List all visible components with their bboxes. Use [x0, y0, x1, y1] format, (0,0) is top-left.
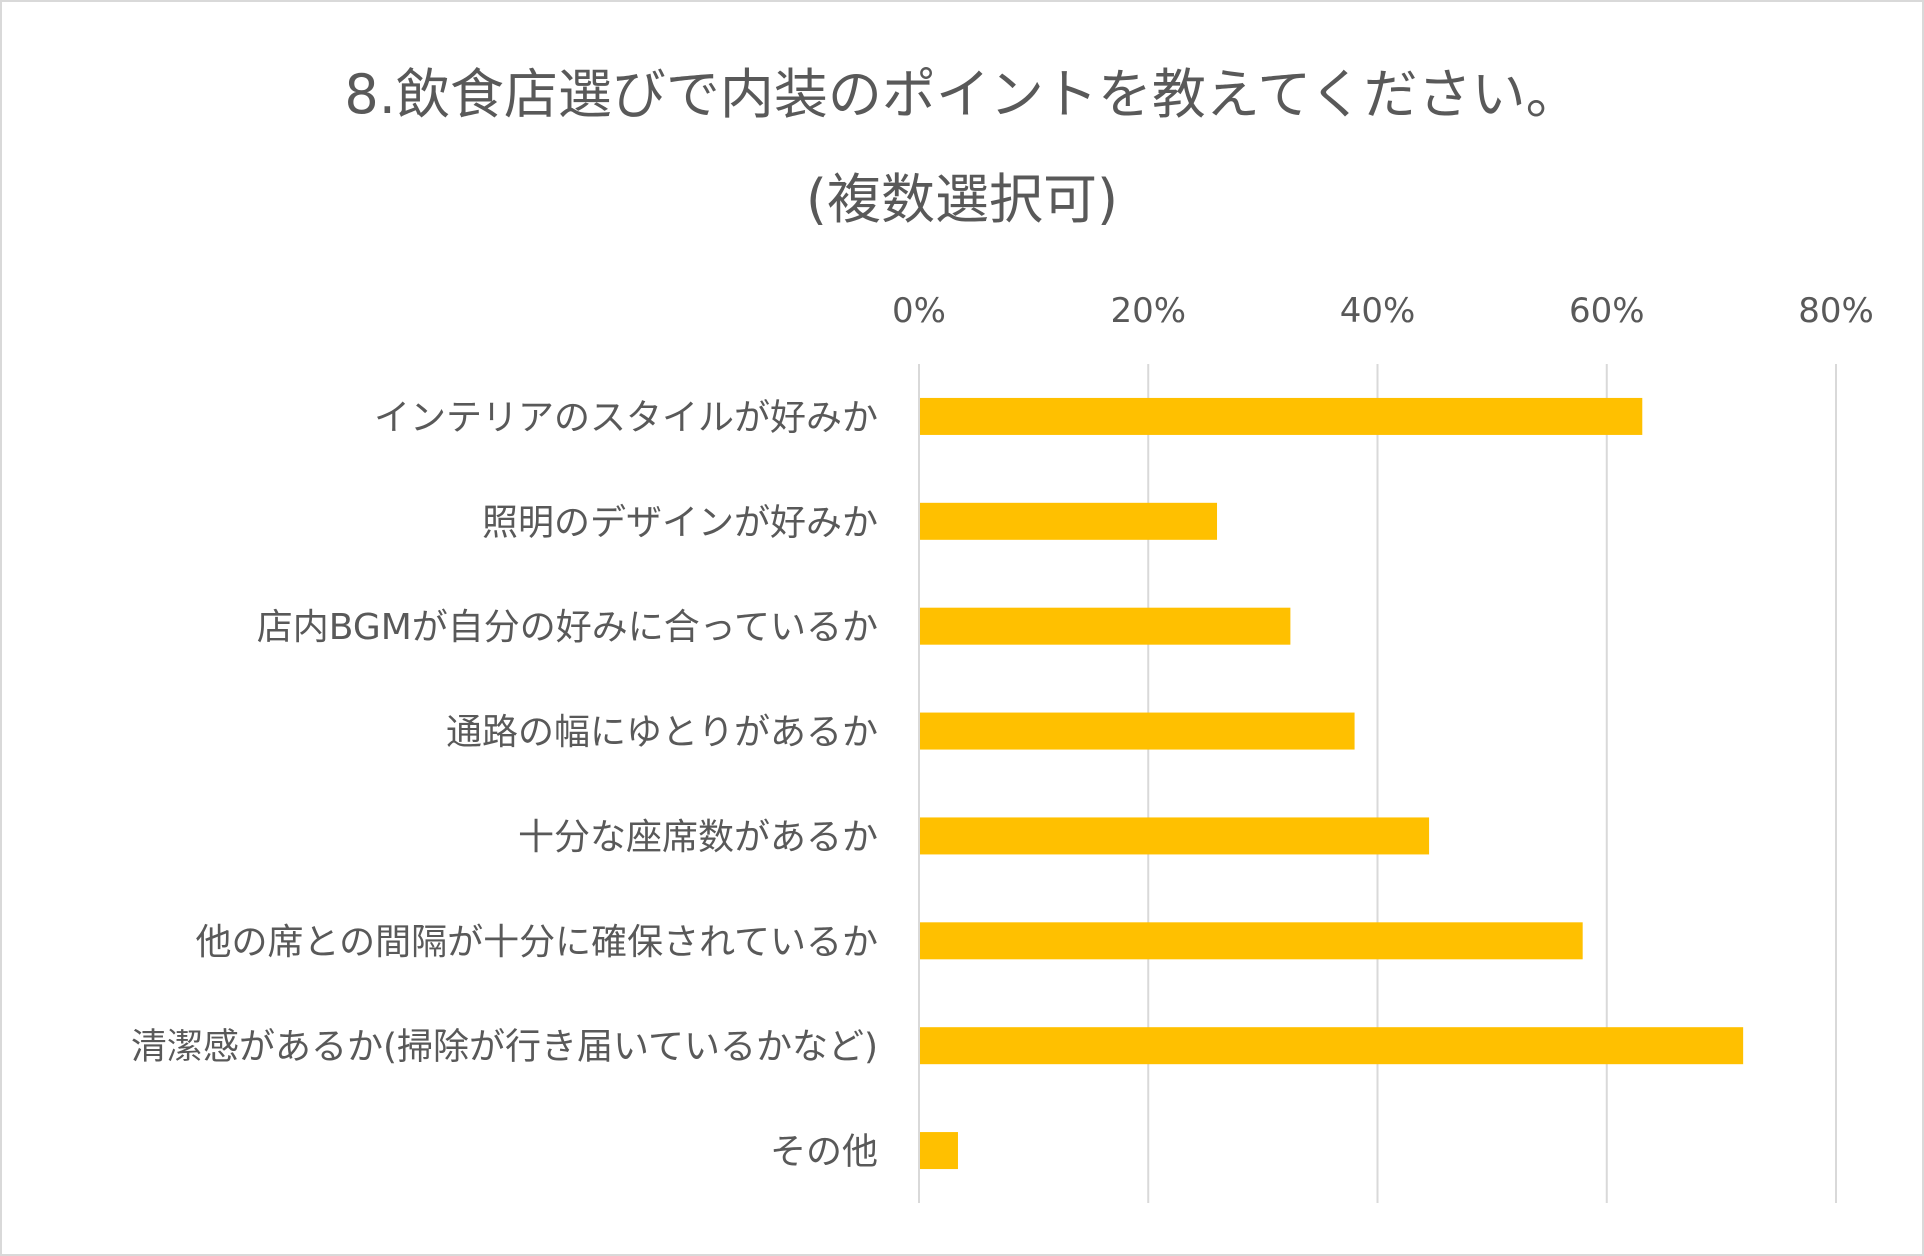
bar: [920, 817, 1430, 855]
bar: [920, 502, 1218, 540]
category-label: その他: [770, 1132, 878, 1173]
chart-subtitle: (複数選択可): [806, 168, 1118, 231]
bar: [920, 607, 1291, 645]
x-tick-label: 40%: [1340, 291, 1416, 331]
bar: [920, 712, 1355, 750]
category-label: 十分な座席数があるか: [518, 817, 878, 858]
x-tick-label: 0%: [892, 291, 946, 331]
category-label: 店内BGMが自分の好みに合っているか: [257, 607, 878, 648]
chart-title: 8.飲食店選びで内装のポイントを教えてください。: [344, 63, 1579, 126]
bar: [920, 1132, 958, 1170]
category-label: 清潔感があるか(掃除が行き届いているかなど): [131, 1027, 878, 1068]
bar: [920, 1027, 1744, 1065]
bar: [920, 397, 1643, 435]
x-tick-label: 80%: [1798, 291, 1874, 331]
bar: [920, 922, 1583, 960]
x-tick-label: 60%: [1569, 291, 1645, 331]
category-label: インテリアのスタイルが好みか: [374, 397, 878, 438]
x-tick-label: 20%: [1110, 291, 1186, 331]
category-label: 照明のデザインが好みか: [482, 502, 878, 543]
category-label: 他の席との間隔が十分に確保されているか: [195, 922, 878, 963]
category-label: 通路の幅にゆとりがあるか: [446, 712, 878, 753]
